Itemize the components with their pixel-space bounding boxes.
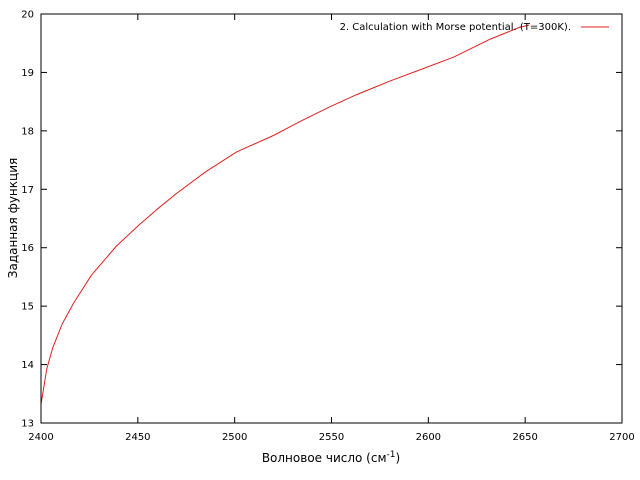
series-line [40, 24, 530, 405]
y-tick-label: 20 [21, 10, 34, 21]
legend-label: 2. Calculation with Morse potential. (T=… [340, 22, 571, 33]
x-tick-label: 2500 [222, 432, 247, 443]
y-tick-label: 13 [21, 419, 34, 430]
x-tick-label: 2650 [512, 432, 537, 443]
plot-area [40, 24, 530, 405]
x-tick-label: 2450 [125, 432, 150, 443]
x-tick-label: 2550 [319, 432, 344, 443]
x-tick-label: 2600 [416, 432, 441, 443]
legend: 2. Calculation with Morse potential. (T=… [340, 22, 609, 33]
y-axis-label: Заданная функция [6, 158, 20, 278]
y-tick-label: 17 [21, 185, 34, 196]
y-tick-label: 19 [21, 68, 34, 79]
y-tick-label: 14 [21, 360, 34, 371]
y-tick-label: 16 [21, 243, 34, 254]
x-axis-label: Волновое число (см-1) [262, 450, 400, 465]
y-tick-label: 18 [21, 126, 34, 137]
x-tick-label: 2700 [609, 432, 634, 443]
y-tick-label: 15 [21, 302, 34, 313]
axis-ticks: 2400 2450 2500 2550 2600 2650 2700 13 14 15 16 17 18… [21, 10, 634, 444]
plot-frame [40, 13, 623, 424]
x-tick-label: 2400 [28, 432, 53, 443]
